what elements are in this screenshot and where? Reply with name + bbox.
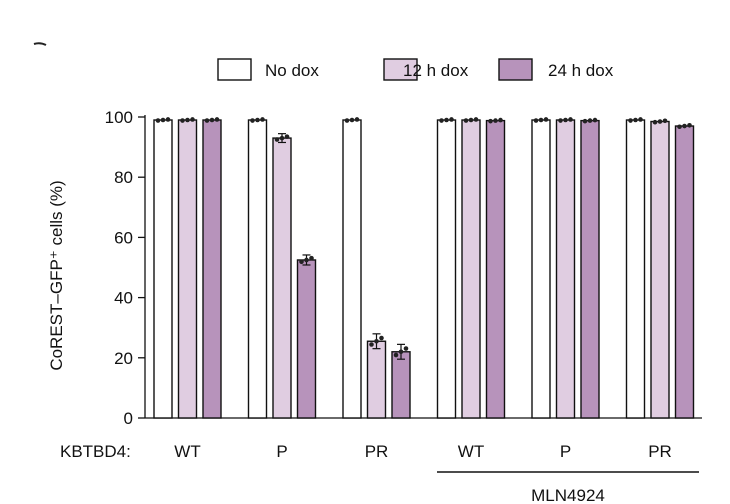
bar	[272, 137, 292, 419]
data-point	[633, 117, 638, 123]
group-label: MLN4924	[531, 486, 605, 504]
bar	[674, 125, 695, 419]
data-point	[638, 117, 643, 122]
data-point	[533, 118, 539, 123]
bar	[625, 119, 646, 419]
y-axis-label: CoREST–GFP⁺ cells (%)	[47, 180, 66, 370]
data-point	[449, 117, 454, 122]
data-point	[463, 118, 469, 123]
data-point	[568, 117, 573, 122]
axes: 0 20 40 60 80 100 CoREST–GFP⁺ cells (%)	[47, 108, 702, 428]
category-label: PR	[648, 442, 672, 461]
bar	[555, 119, 576, 419]
bar	[485, 119, 506, 419]
bar	[177, 119, 198, 419]
bar	[461, 119, 481, 419]
y-tick-label: 40	[114, 289, 133, 308]
data-point	[369, 342, 374, 347]
data-point	[155, 118, 161, 123]
legend-label: No dox	[265, 61, 319, 80]
y-tick-label: 60	[114, 228, 133, 247]
category-labels: WT P PR WT P PR KBTBD4: MLN4924	[60, 442, 699, 504]
data-point	[299, 259, 304, 265]
bar	[580, 119, 600, 419]
category-label: P	[560, 442, 571, 461]
data-point	[498, 117, 503, 123]
data-point	[260, 117, 265, 122]
data-point	[687, 123, 692, 128]
category-label: PR	[365, 442, 389, 461]
data-point	[587, 118, 593, 123]
data-point	[558, 118, 563, 123]
data-point	[488, 118, 493, 124]
data-point	[250, 118, 255, 123]
bar	[650, 120, 670, 419]
data-point	[354, 117, 360, 122]
data-point	[393, 352, 399, 358]
stray-mark	[33, 42, 47, 46]
data-point	[309, 255, 314, 261]
data-point	[657, 119, 663, 124]
data-point	[543, 117, 549, 122]
data-point	[563, 117, 568, 123]
category-label: WT	[174, 442, 200, 461]
data-point	[493, 118, 498, 123]
data-point	[677, 124, 682, 130]
data-point	[379, 335, 384, 341]
data-point	[403, 346, 409, 351]
data-point	[592, 117, 598, 123]
data-point	[444, 117, 449, 123]
data-point	[439, 118, 444, 123]
data-point	[398, 349, 404, 355]
y-tick-label: 20	[114, 349, 133, 368]
data-point	[473, 117, 479, 122]
data-point	[662, 118, 668, 124]
category-label: WT	[458, 442, 484, 461]
bar	[247, 119, 268, 419]
data-point	[279, 135, 285, 141]
data-point	[190, 117, 195, 122]
bars	[153, 117, 695, 419]
bar	[296, 259, 317, 419]
legend-swatch	[498, 58, 533, 81]
legend-label: 24 h dox	[548, 61, 614, 80]
bar	[366, 340, 387, 419]
data-point	[204, 118, 210, 123]
data-point	[255, 117, 260, 123]
legend-label: 12 h dox	[403, 61, 469, 80]
data-point	[214, 117, 220, 122]
data-point	[165, 117, 171, 122]
data-point	[274, 137, 280, 142]
bar	[391, 351, 411, 419]
row-label: KBTBD4:	[60, 442, 131, 461]
bar	[531, 119, 551, 419]
data-point	[160, 117, 166, 123]
bar	[436, 119, 457, 419]
data-point	[582, 118, 588, 124]
data-point	[209, 117, 215, 123]
y-tick-label: 100	[105, 108, 133, 127]
data-point	[468, 117, 474, 123]
category-label: P	[276, 442, 287, 461]
bar	[153, 119, 173, 419]
legend: No dox 12 h dox 24 h dox	[217, 58, 614, 81]
data-point	[538, 117, 544, 123]
legend-swatch	[217, 58, 252, 81]
data-point	[180, 118, 185, 123]
data-point	[185, 117, 190, 123]
data-point	[344, 118, 350, 123]
data-point	[304, 257, 309, 263]
data-point	[284, 134, 290, 139]
data-point	[682, 123, 687, 129]
y-tick-label: 80	[114, 168, 133, 187]
data-point	[628, 118, 633, 123]
data-point	[652, 119, 658, 125]
legend-swatch	[383, 58, 418, 81]
y-tick-label: 0	[124, 409, 133, 428]
bar	[202, 119, 222, 419]
bar	[342, 119, 362, 419]
data-point	[349, 117, 355, 123]
data-point	[374, 338, 379, 344]
